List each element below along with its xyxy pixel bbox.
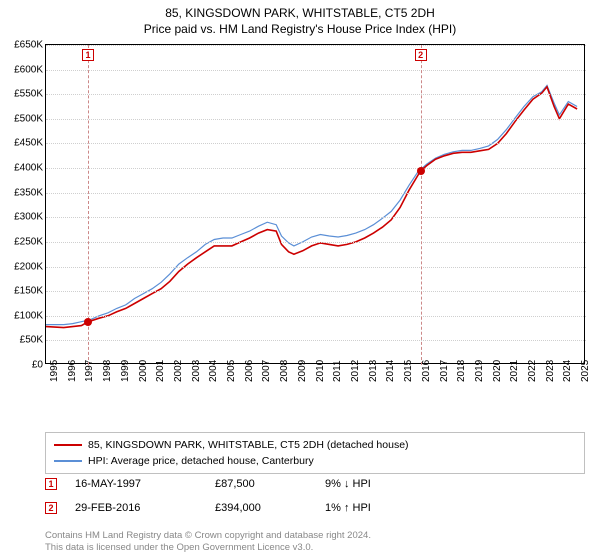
y-axis-label: £150K <box>1 286 43 297</box>
sale-marker-icon: 1 <box>45 478 57 490</box>
sale-date: 29-FEB-2016 <box>75 502 215 514</box>
y-axis-label: £300K <box>1 212 43 223</box>
x-axis-label: 2009 <box>297 360 308 382</box>
y-axis-label: £50K <box>1 335 43 346</box>
y-gridline <box>46 94 586 95</box>
x-axis-label: 2006 <box>244 360 255 382</box>
event-marker-icon: 1 <box>82 49 94 61</box>
legend-label: HPI: Average price, detached house, Cant… <box>88 455 314 467</box>
y-axis-label: £350K <box>1 187 43 198</box>
legend-swatch-icon <box>54 444 82 446</box>
x-axis-label: 2019 <box>474 360 485 382</box>
sale-price: £87,500 <box>215 478 325 490</box>
x-axis-label: 2013 <box>368 360 379 382</box>
y-gridline <box>46 242 586 243</box>
x-axis-label: 2000 <box>138 360 149 382</box>
x-axis-label: 2002 <box>173 360 184 382</box>
sale-diff: 9% ↓ HPI <box>325 478 371 490</box>
y-axis-label: £650K <box>1 40 43 51</box>
y-gridline <box>46 193 586 194</box>
x-axis-label: 2022 <box>527 360 538 382</box>
x-axis-label: 2017 <box>439 360 450 382</box>
chart-title-address: 85, KINGSDOWN PARK, WHITSTABLE, CT5 2DH <box>0 6 600 20</box>
x-axis-label: 2005 <box>226 360 237 382</box>
x-axis-label: 2018 <box>456 360 467 382</box>
chart-container: 85, KINGSDOWN PARK, WHITSTABLE, CT5 2DH … <box>0 0 600 560</box>
x-axis-label: 2024 <box>562 360 573 382</box>
sale-dot-icon <box>417 167 425 175</box>
sale-date: 16-MAY-1997 <box>75 478 215 490</box>
y-gridline <box>46 267 586 268</box>
y-gridline <box>46 45 586 46</box>
y-gridline <box>46 143 586 144</box>
sale-diff: 1% ↑ HPI <box>325 502 371 514</box>
y-axis-label: £400K <box>1 163 43 174</box>
x-axis-label: 2015 <box>403 360 414 382</box>
y-gridline <box>46 340 586 341</box>
sale-price: £394,000 <box>215 502 325 514</box>
y-gridline <box>46 168 586 169</box>
footer-attribution: Contains HM Land Registry data © Crown c… <box>45 530 585 555</box>
x-axis-label: 2021 <box>509 360 520 382</box>
legend-item: 85, KINGSDOWN PARK, WHITSTABLE, CT5 2DH … <box>54 437 576 453</box>
y-axis-label: £500K <box>1 113 43 124</box>
x-axis-label: 2012 <box>350 360 361 382</box>
x-axis-label: 2023 <box>545 360 556 382</box>
x-axis-label: 2025 <box>580 360 591 382</box>
series-line <box>46 85 577 324</box>
x-axis-label: 2016 <box>421 360 432 382</box>
y-gridline <box>46 70 586 71</box>
legend-item: HPI: Average price, detached house, Cant… <box>54 453 576 469</box>
y-axis-label: £100K <box>1 310 43 321</box>
x-axis-label: 2004 <box>208 360 219 382</box>
x-axis-label: 2011 <box>332 360 343 382</box>
x-axis-label: 2010 <box>315 360 326 382</box>
y-gridline <box>46 316 586 317</box>
y-axis-label: £600K <box>1 64 43 75</box>
x-axis-label: 1996 <box>67 360 78 382</box>
x-axis-label: 2008 <box>279 360 290 382</box>
y-gridline <box>46 119 586 120</box>
sale-row: 2 29-FEB-2016 £394,000 1% ↑ HPI <box>45 502 585 514</box>
x-axis-label: 2014 <box>385 360 396 382</box>
x-axis-label: 2020 <box>492 360 503 382</box>
event-vline <box>421 45 422 365</box>
sale-marker-icon: 2 <box>45 502 57 514</box>
footer-line1: Contains HM Land Registry data © Crown c… <box>45 530 585 542</box>
x-axis-label: 1997 <box>84 360 95 382</box>
x-axis-label: 2001 <box>155 360 166 382</box>
x-axis-label: 2007 <box>261 360 272 382</box>
y-gridline <box>46 291 586 292</box>
y-axis-label: £0 <box>1 360 43 371</box>
y-axis-label: £200K <box>1 261 43 272</box>
chart-area: £0£50K£100K£150K£200K£250K£300K£350K£400… <box>45 44 585 394</box>
y-axis-label: £550K <box>1 89 43 100</box>
event-marker-icon: 2 <box>415 49 427 61</box>
chart-titles: 85, KINGSDOWN PARK, WHITSTABLE, CT5 2DH … <box>0 0 600 36</box>
footer-line2: This data is licensed under the Open Gov… <box>45 542 585 554</box>
legend-swatch-icon <box>54 460 82 462</box>
y-axis-label: £250K <box>1 236 43 247</box>
line-series-svg <box>46 45 586 365</box>
y-axis-label: £450K <box>1 138 43 149</box>
legend-label: 85, KINGSDOWN PARK, WHITSTABLE, CT5 2DH … <box>88 439 409 451</box>
sale-row: 1 16-MAY-1997 £87,500 9% ↓ HPI <box>45 478 585 490</box>
x-axis-label: 1999 <box>120 360 131 382</box>
x-axis-label: 2003 <box>191 360 202 382</box>
chart-subtitle: Price paid vs. HM Land Registry's House … <box>0 22 600 36</box>
legend-box: 85, KINGSDOWN PARK, WHITSTABLE, CT5 2DH … <box>45 432 585 474</box>
y-gridline <box>46 217 586 218</box>
x-axis-label: 1995 <box>49 360 60 382</box>
sale-dot-icon <box>84 318 92 326</box>
plot-region: £0£50K£100K£150K£200K£250K£300K£350K£400… <box>45 44 585 364</box>
x-axis-label: 1998 <box>102 360 113 382</box>
